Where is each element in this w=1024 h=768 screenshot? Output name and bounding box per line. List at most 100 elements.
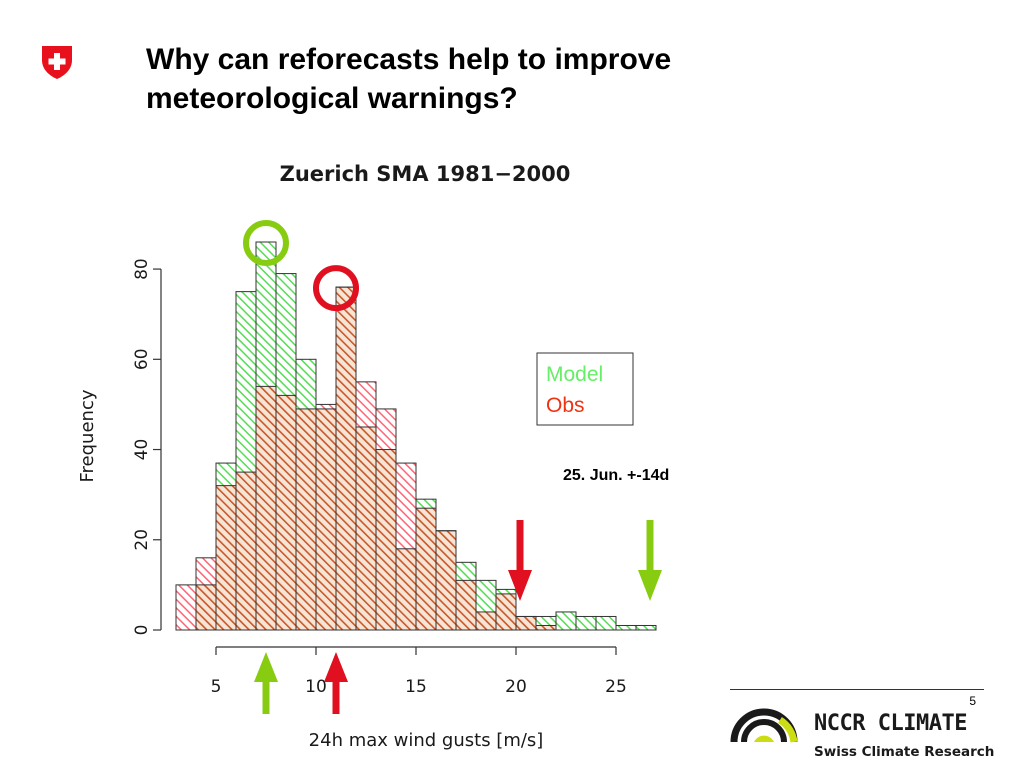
bar-obs xyxy=(356,381,376,427)
bar-model xyxy=(556,611,576,630)
legend-obs: Obs xyxy=(546,394,585,417)
histogram-bin xyxy=(355,381,377,631)
histogram-bin xyxy=(455,561,477,631)
chart-markers xyxy=(243,220,662,714)
x-tick-label: 5 xyxy=(211,677,222,697)
swiss-cross-icon xyxy=(42,46,72,79)
chart-axes: 5 10 15 20 25 0 20 40 60 80 xyxy=(132,258,627,697)
histogram-bin xyxy=(255,241,277,631)
bar-model xyxy=(216,463,236,486)
bar-model xyxy=(296,359,316,409)
bar-model xyxy=(456,562,476,581)
nccr-arc-icon xyxy=(730,708,798,743)
bar-model xyxy=(496,589,516,594)
bar-model xyxy=(416,499,436,509)
bar-model xyxy=(596,616,616,630)
bar-overlap xyxy=(196,584,216,630)
histogram-bin xyxy=(315,403,337,631)
histogram-bin xyxy=(535,615,557,631)
y-tick-label: 80 xyxy=(132,258,152,280)
arrow-shaft xyxy=(332,680,340,714)
down-arrow xyxy=(638,520,662,601)
y-axis-label: Frequency xyxy=(77,389,98,482)
bar-obs xyxy=(316,404,336,409)
nccr-name: NCCR CLIMATE xyxy=(814,711,967,736)
x-tick-label: 15 xyxy=(405,677,427,697)
bar-overlap xyxy=(336,287,356,630)
histogram-bin xyxy=(615,624,637,631)
histogram-bin xyxy=(395,462,417,631)
y-tick-label: 20 xyxy=(132,529,152,551)
histogram-bin xyxy=(415,498,437,631)
x-axis-label: 24h max wind gusts [m/s] xyxy=(309,730,544,751)
bar-model xyxy=(256,242,276,387)
slide-title: Why can reforecasts help to improve mete… xyxy=(146,43,672,115)
histogram-bars xyxy=(175,241,657,631)
bar-overlap xyxy=(236,472,256,630)
histogram-bin xyxy=(555,611,577,631)
page-number: 5 xyxy=(969,694,976,708)
histogram-bin xyxy=(195,557,217,631)
bar-model xyxy=(636,625,656,630)
bar-overlap xyxy=(476,611,496,630)
up-arrow xyxy=(324,652,348,714)
bar-overlap xyxy=(456,580,476,630)
arrow-head xyxy=(324,652,348,682)
histogram-bin xyxy=(275,273,297,631)
bar-overlap xyxy=(216,485,236,630)
legend-box: Model Obs xyxy=(536,352,634,426)
bar-model-outline xyxy=(635,624,657,631)
bar-overlap xyxy=(496,593,516,630)
chart-title: Zuerich SMA 1981−2000 xyxy=(280,162,571,186)
y-tick-label: 40 xyxy=(132,439,152,461)
bar-model xyxy=(236,291,256,473)
x-tick-label: 10 xyxy=(305,677,327,697)
bar-model xyxy=(576,616,596,630)
legend-model: Model xyxy=(546,363,603,386)
bar-obs xyxy=(196,557,216,585)
bar-overlap xyxy=(356,426,376,630)
bar-overlap xyxy=(516,616,536,630)
up-arrow xyxy=(254,652,278,714)
footer-rule xyxy=(730,689,984,690)
histogram-bin xyxy=(235,291,257,631)
bar-model xyxy=(536,616,556,626)
bar-overlap xyxy=(256,386,276,630)
nccr-subtitle: Swiss Climate Research xyxy=(814,744,995,760)
bar-model xyxy=(276,273,296,396)
arrow-head xyxy=(638,570,662,601)
y-tick-label: 60 xyxy=(132,348,152,370)
histogram-bin xyxy=(475,579,497,631)
bar-obs xyxy=(176,584,196,630)
date-window-annotation: 25. Jun. +-14d xyxy=(563,467,669,484)
bar-overlap xyxy=(396,548,416,630)
histogram-bin xyxy=(215,462,237,631)
bar-obs xyxy=(396,463,416,549)
x-tick-label: 20 xyxy=(505,677,527,697)
arrow-shaft xyxy=(262,680,270,714)
bar-overlap xyxy=(276,395,296,630)
histogram-bin xyxy=(375,408,397,631)
bar-overlap xyxy=(296,408,316,630)
histogram-bin xyxy=(435,530,457,631)
x-tick-label: 25 xyxy=(605,677,627,697)
bar-model xyxy=(616,625,636,630)
arrow-shaft xyxy=(516,520,524,572)
histogram-bin xyxy=(495,588,517,631)
bar-obs-outline xyxy=(495,593,517,631)
bar-model xyxy=(476,580,496,612)
histogram-bin xyxy=(175,584,197,631)
bar-overlap xyxy=(416,508,436,630)
highlight-circle xyxy=(313,265,359,312)
histogram-bin xyxy=(635,624,657,631)
arrow-head xyxy=(254,652,278,682)
bar-obs xyxy=(376,408,396,450)
bar-model-outline xyxy=(595,615,617,631)
bar-overlap xyxy=(316,408,336,630)
bar-overlap xyxy=(436,530,456,630)
histogram-bin xyxy=(595,615,617,631)
arrow-head xyxy=(508,570,532,601)
bar-overlap xyxy=(376,449,396,630)
histogram-bin xyxy=(575,615,597,631)
